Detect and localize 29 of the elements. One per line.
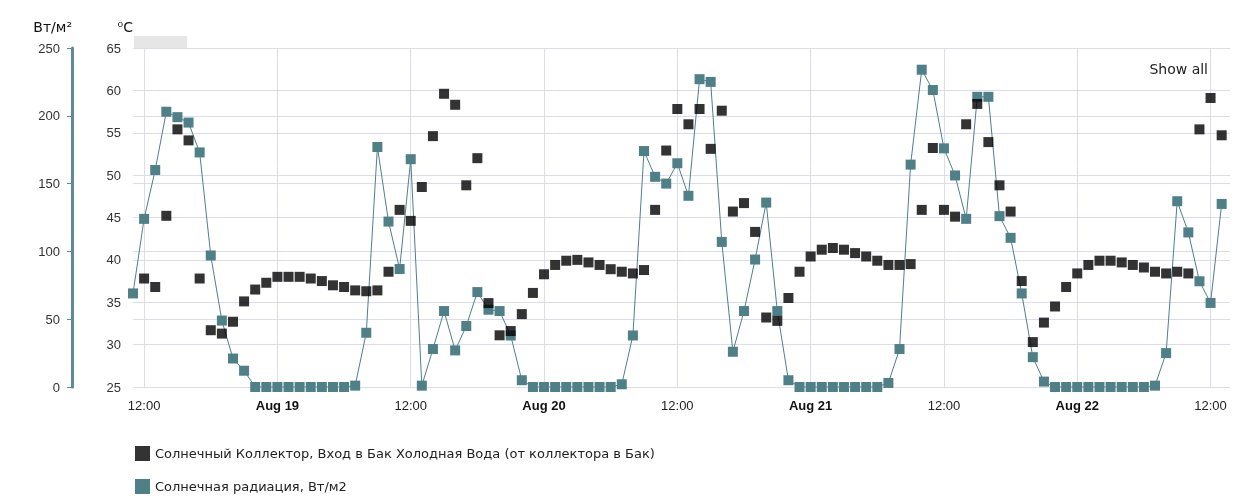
y-tick-label: 150	[38, 176, 60, 192]
y-tick-label: 50	[45, 311, 60, 327]
x-tick-label: Aug 20	[522, 398, 566, 413]
y2-tick-label: 60	[106, 82, 121, 98]
x-tick-label: 12:00	[927, 398, 961, 413]
legend-label: Солнечный Коллектор, Вход в Бак Холодная Вода (от коллектора в Бак)	[155, 446, 655, 461]
annotation: Show all	[1149, 61, 1208, 77]
y-axis-title: Вт/м²	[33, 19, 72, 35]
y2-tick-label: 50	[106, 167, 121, 183]
y-tick-label: 100	[38, 243, 60, 259]
x-tick-label: Aug 21	[788, 398, 833, 413]
y2-tick-label: 40	[106, 252, 121, 268]
y2-tick-label: 55	[106, 125, 121, 141]
y2-tick-label: 45	[106, 210, 121, 225]
legend-label: Солнечная радиация, Вт/м2	[155, 479, 347, 494]
x-tick-label: Aug 19	[255, 398, 300, 413]
y-tick-label: 200	[38, 108, 60, 124]
y-tick-label: 250	[38, 40, 60, 56]
y2-tick-label: 65	[106, 40, 121, 56]
x-tick-label: Aug 22	[1055, 398, 1099, 413]
x-tick-label: 12:00	[1194, 398, 1227, 413]
y2-tick-label: 35	[106, 294, 121, 310]
y-tick-label: 0	[52, 379, 60, 395]
x-tick-label: 12:00	[394, 398, 427, 413]
x-tick-label: 12:00	[127, 398, 161, 413]
y2-tick-label: 30	[106, 337, 121, 353]
x-tick-label: 12:00	[661, 398, 694, 413]
y2-axis-title: ⁰C	[117, 19, 134, 35]
y2-tick-label: 25	[106, 379, 121, 395]
